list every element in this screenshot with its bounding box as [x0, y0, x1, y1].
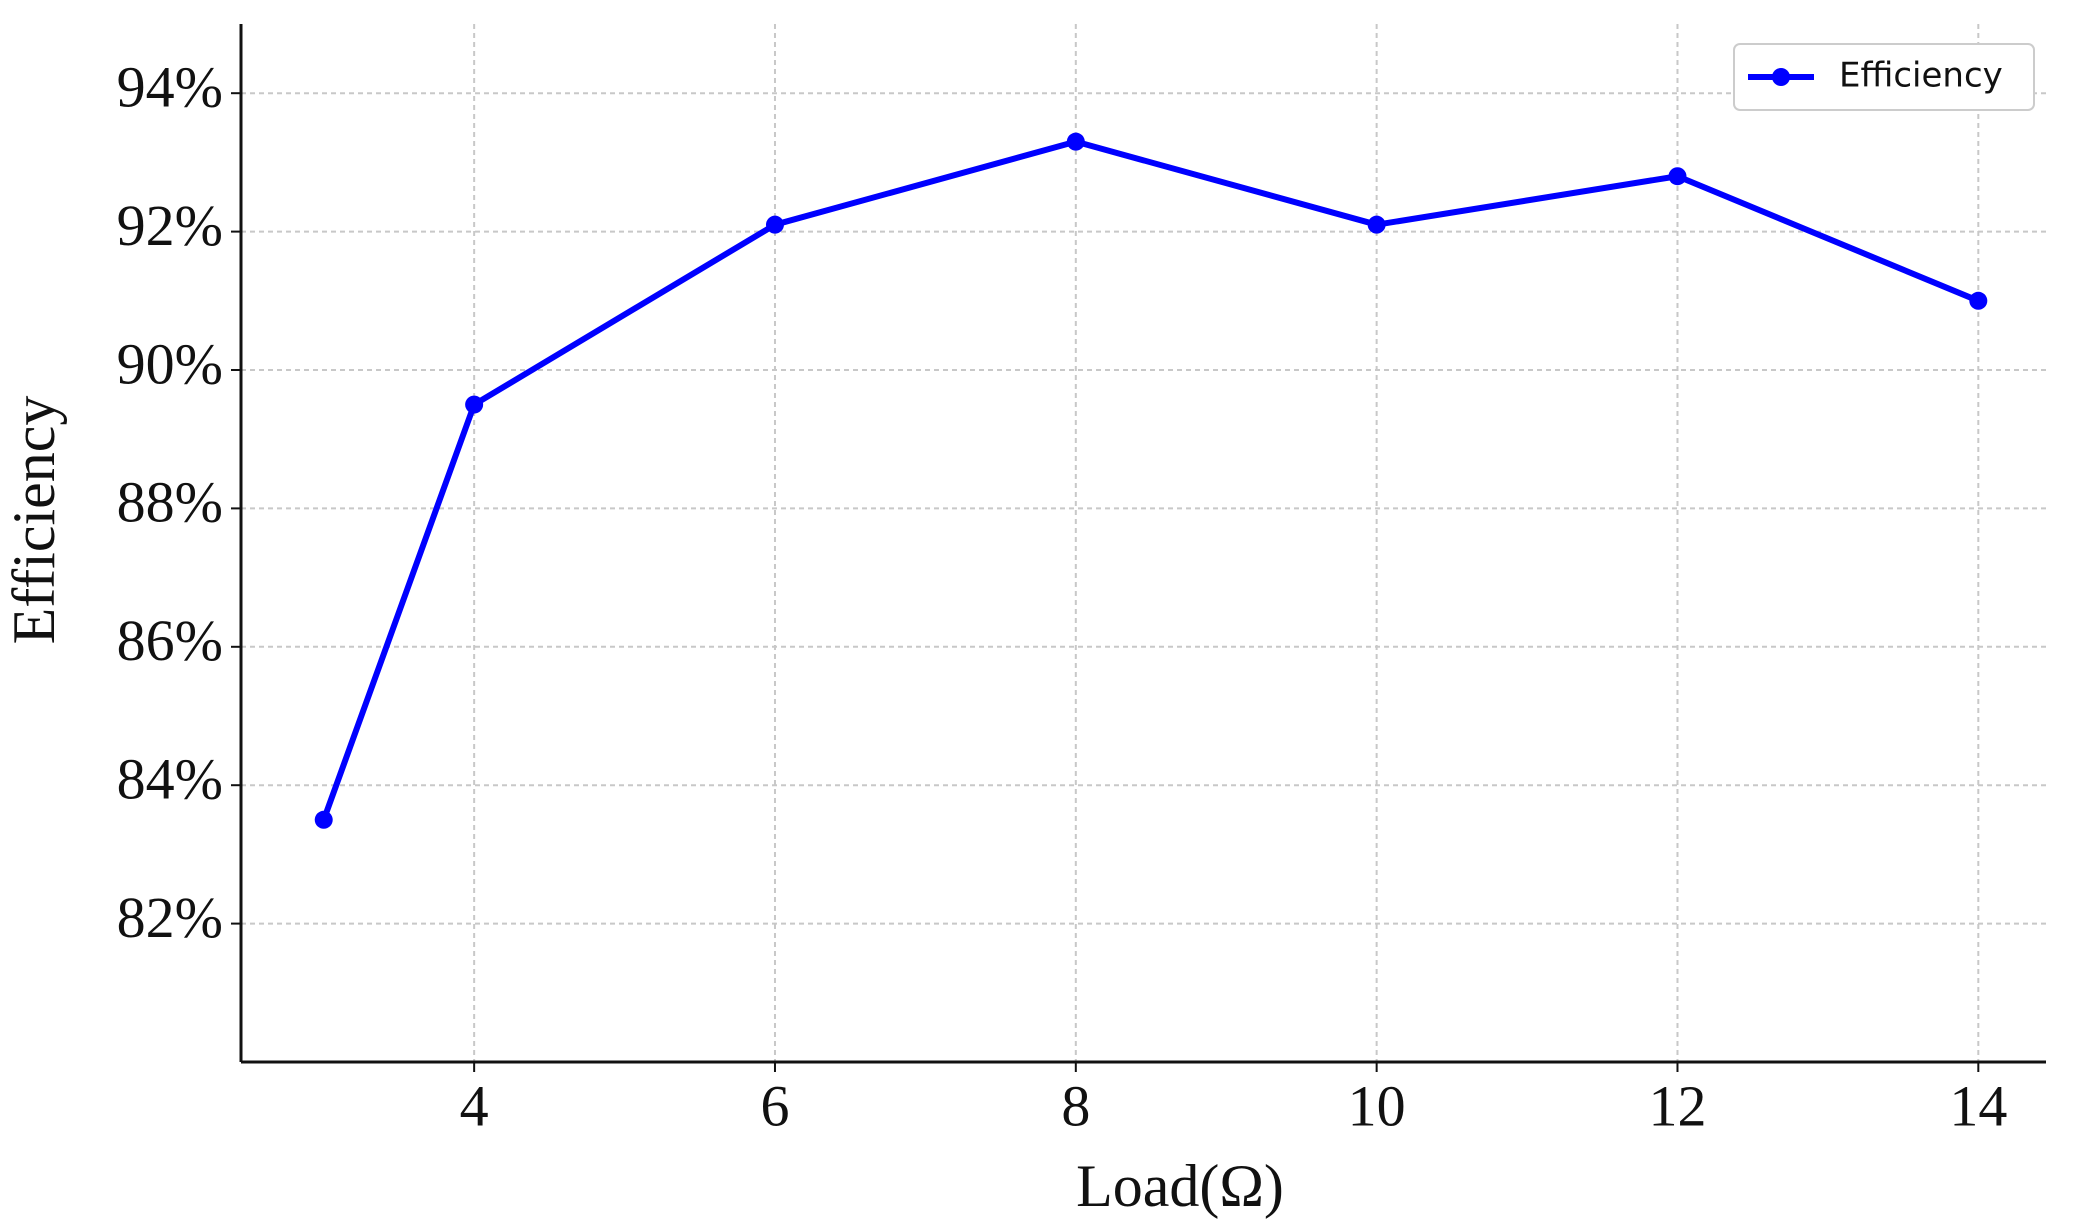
y-tick-label: 94% — [117, 55, 223, 120]
x-tick-label: 10 — [1348, 1073, 1406, 1138]
legend-box — [1733, 43, 2035, 111]
legend-marker — [1772, 68, 1790, 86]
data-line — [320, 138, 1980, 821]
data-point — [1066, 132, 1085, 151]
data-point — [1367, 215, 1386, 234]
x-tick-label: 8 — [1061, 1073, 1090, 1138]
y-axis-label: Efficiency — [1, 396, 67, 645]
data-point — [765, 215, 784, 234]
y-tick-label: 90% — [117, 331, 223, 396]
x-tick-label: 14 — [1949, 1073, 2007, 1138]
x-tick-label: 12 — [1648, 1073, 1706, 1138]
data-point — [314, 810, 333, 829]
data-point — [465, 395, 484, 414]
y-tick-label: 88% — [117, 470, 223, 535]
x-axis-label: Load(Ω) — [1076, 1153, 1284, 1219]
legend-label: Efficiency — [1839, 56, 2003, 96]
y-tick-label: 82% — [117, 885, 223, 950]
x-tick-label: 6 — [760, 1073, 789, 1138]
y-tick-label: 84% — [117, 747, 223, 812]
y-tick-label: 86% — [117, 608, 223, 673]
x-tick-label: 4 — [460, 1073, 489, 1138]
data-point — [1969, 291, 1988, 310]
data-point — [1668, 167, 1687, 186]
y-tick-label: 92% — [117, 193, 223, 258]
